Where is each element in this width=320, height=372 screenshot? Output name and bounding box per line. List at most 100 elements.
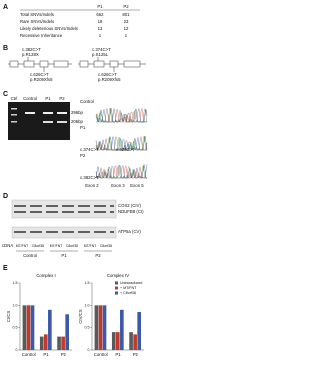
lane-label: P1 bbox=[45, 96, 51, 101]
row-label: P2 bbox=[80, 153, 86, 158]
bar bbox=[65, 314, 69, 350]
lane-labels: MT/FNT C8orf38 Control MT/FNT C8orf38 P1 MT/FN… bbox=[16, 244, 112, 258]
row-label: Control bbox=[80, 99, 94, 104]
lane-label: Control bbox=[23, 96, 37, 101]
size-label: 206bp bbox=[71, 119, 84, 124]
bar bbox=[61, 336, 65, 350]
table: Total SNVs/Indels 662 801 Rare SNVs/Indels 1… bbox=[20, 12, 130, 38]
variant: c.382C>T bbox=[80, 175, 99, 180]
legend-label: + C8orf38 bbox=[120, 291, 136, 295]
gel bbox=[8, 102, 70, 140]
variant: c.382C>T bbox=[22, 47, 41, 52]
variant: p.R209Xfs5 bbox=[30, 77, 53, 82]
y-tick-label: 0.5 bbox=[13, 326, 18, 330]
lane-label: C8orf38 bbox=[100, 244, 112, 248]
row-label: Total SNVs/Indels bbox=[20, 12, 54, 17]
row-label: P1 bbox=[80, 125, 86, 130]
exon-label: Exon 3 bbox=[111, 183, 125, 188]
variant: p.R128X bbox=[22, 52, 39, 57]
trace bbox=[96, 136, 148, 151]
x-tick-label: Control bbox=[22, 352, 36, 357]
y-tick-label: 0.5 bbox=[85, 326, 90, 330]
gene-diagram bbox=[8, 57, 146, 72]
lane-label: C8orf38 bbox=[66, 244, 78, 248]
column-header: P1 bbox=[97, 4, 103, 9]
variant: c.626C>T bbox=[116, 147, 135, 152]
y-tick-label: 1.0 bbox=[13, 303, 18, 307]
bar bbox=[48, 309, 52, 350]
bar bbox=[57, 336, 61, 350]
panel-label: C bbox=[3, 91, 8, 98]
cell: 662 bbox=[96, 12, 104, 17]
bar bbox=[137, 312, 141, 350]
bar bbox=[30, 305, 35, 350]
legend-swatch bbox=[115, 286, 118, 290]
exon-label: Exon 2 bbox=[85, 183, 99, 188]
lane-label: MT/FNT bbox=[50, 244, 62, 248]
chart-title: Complex I bbox=[36, 273, 55, 278]
cell: 1 bbox=[125, 33, 128, 38]
legend-label: + MT/FNT bbox=[120, 286, 137, 290]
cell: 18 bbox=[98, 19, 103, 24]
legend-label: Untransduced bbox=[120, 281, 142, 285]
y-tick-label: 0 bbox=[88, 348, 90, 352]
x-tick-label: P2 bbox=[133, 352, 139, 357]
bar bbox=[98, 305, 103, 350]
bar bbox=[129, 332, 133, 350]
trace bbox=[95, 108, 148, 123]
group-label: P2 bbox=[95, 253, 101, 258]
y-axis-label: CI/CS bbox=[6, 311, 11, 323]
cell: 13 bbox=[98, 26, 103, 31]
x-tick-label: Control bbox=[94, 352, 108, 357]
legend-swatch bbox=[115, 281, 118, 285]
row-label: Recessive Inheritance bbox=[20, 33, 63, 38]
y-tick-label: 1.0 bbox=[85, 303, 90, 307]
band-label: ATP5a (CV) bbox=[118, 229, 141, 234]
trace bbox=[95, 164, 147, 179]
bar bbox=[120, 309, 124, 350]
bar-charts: Complex I CI/CS 0 0.5 1.0 1.5 Control P1 P2 Compl… bbox=[6, 273, 144, 357]
lane-label: Ctrl bbox=[11, 96, 18, 101]
lane-label: P2 bbox=[59, 96, 65, 101]
x-tick-label: P2 bbox=[61, 352, 67, 357]
bar bbox=[43, 334, 48, 350]
panel-label: E bbox=[3, 265, 8, 272]
variant: c.374C>T bbox=[92, 47, 111, 52]
variant: c.626C>T bbox=[30, 72, 49, 77]
chromatograms bbox=[95, 108, 148, 179]
trace bbox=[95, 164, 148, 179]
y-tick-label: 1.5 bbox=[85, 281, 90, 285]
lane-label: MT/FNT bbox=[84, 244, 96, 248]
panel-label: D bbox=[3, 193, 8, 200]
cell: 801 bbox=[122, 12, 130, 17]
cell: 1 bbox=[99, 33, 102, 38]
western-blot bbox=[11, 199, 117, 239]
x-tick-label: P1 bbox=[115, 352, 121, 357]
panel-label: A bbox=[3, 4, 8, 11]
row-label: Likely deleterious SNVs/Indels bbox=[20, 26, 78, 31]
cell: 23 bbox=[124, 19, 129, 24]
cdna-label: cDNA bbox=[2, 243, 13, 248]
bar bbox=[39, 336, 44, 350]
bar bbox=[115, 332, 120, 350]
size-label: 296bp bbox=[71, 110, 84, 115]
cell: 12 bbox=[124, 26, 129, 31]
bar bbox=[26, 305, 31, 350]
lane-label: C8orf38 bbox=[32, 244, 44, 248]
group-label: Control bbox=[23, 253, 37, 258]
bar bbox=[102, 305, 107, 350]
variant: c.626C>T bbox=[98, 72, 117, 77]
band-label: COX2 (CIV) bbox=[118, 203, 141, 208]
bar bbox=[133, 334, 137, 350]
x-tick-label: P1 bbox=[43, 352, 49, 357]
group-label: P1 bbox=[61, 253, 67, 258]
panel-label: B bbox=[3, 45, 8, 52]
bar bbox=[22, 305, 27, 350]
y-tick-label: 0 bbox=[16, 348, 18, 352]
bar bbox=[94, 305, 99, 350]
legend-swatch bbox=[115, 291, 118, 295]
y-tick-label: 1.5 bbox=[13, 281, 18, 285]
trace bbox=[95, 136, 148, 151]
band-label: NDUFB8 (CI) bbox=[118, 209, 144, 214]
row-label: Rare SNVs/Indels bbox=[20, 19, 54, 24]
